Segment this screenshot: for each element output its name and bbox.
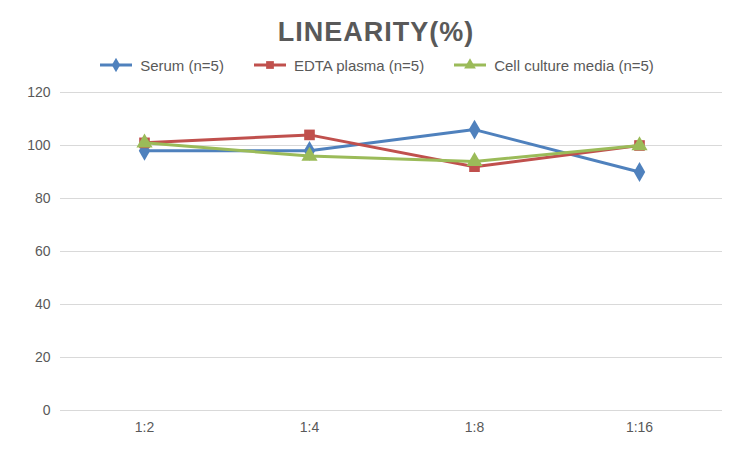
svg-text:40: 40 [35, 296, 51, 312]
html-text:LINEARITY(%): LINEARITY(%) [277, 17, 475, 47]
svg-text:100: 100 [27, 137, 51, 153]
svg-text:1:2: 1:2 [135, 419, 155, 435]
svg-text:80: 80 [35, 190, 51, 206]
html-text:Serum (n=5): Serum (n=5) [140, 56, 224, 74]
svg-text:1:4: 1:4 [300, 419, 320, 435]
svg-text:120: 120 [27, 84, 51, 100]
svg-text:60: 60 [35, 243, 51, 259]
svg-text:0: 0 [43, 402, 51, 418]
svg-text:1:16: 1:16 [626, 419, 653, 435]
html-text:EDTA plasma (n=5): EDTA plasma (n=5) [294, 56, 425, 74]
svg-text:20: 20 [35, 349, 51, 365]
svg-text:1:8: 1:8 [465, 419, 485, 435]
html-text:Cell culture media (n=5): Cell culture media (n=5) [494, 56, 654, 74]
